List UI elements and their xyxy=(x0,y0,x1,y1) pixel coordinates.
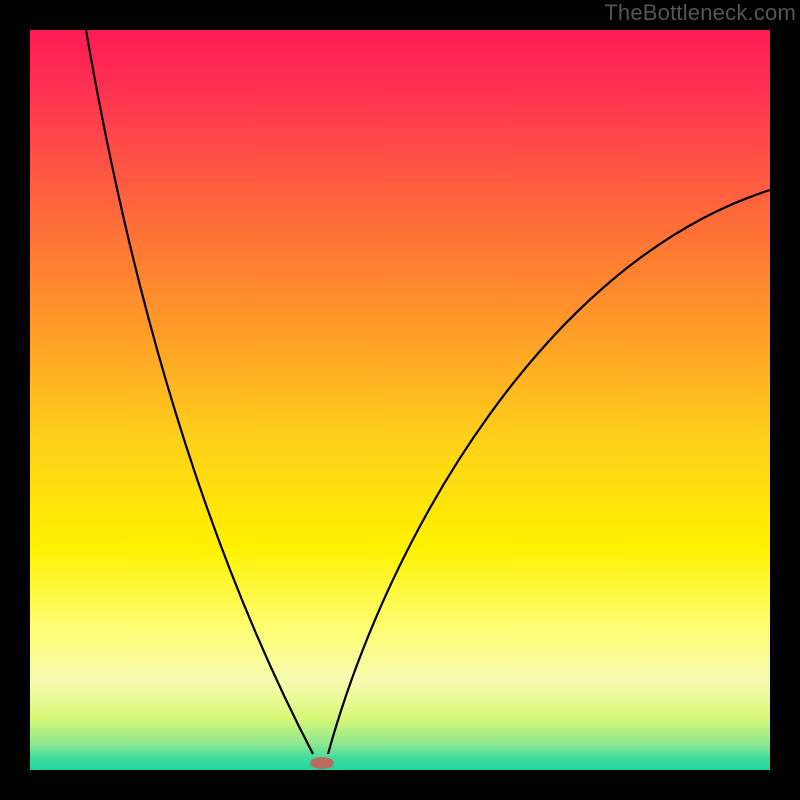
chart-root: { "watermark": { "text": "TheBottleneck.… xyxy=(0,0,800,800)
gradient-background xyxy=(30,30,770,770)
watermark-text: TheBottleneck.com xyxy=(604,0,796,26)
cusp-marker xyxy=(310,757,334,769)
plot-area xyxy=(30,30,770,770)
chart-svg xyxy=(30,30,770,770)
